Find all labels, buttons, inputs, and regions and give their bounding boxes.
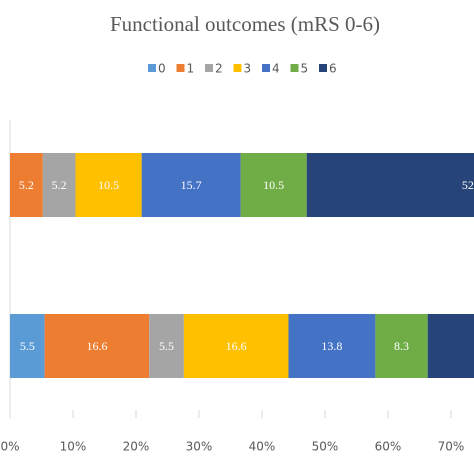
x-tick-label: 70%: [438, 440, 465, 454]
data-label: 13.8: [321, 339, 342, 353]
data-label: 5.5: [159, 339, 174, 353]
bar-segment: [288, 314, 376, 378]
chart-title: Functional outcomes (mRS 0-6): [110, 12, 380, 36]
legend-label: 5: [301, 62, 309, 76]
legend-swatch: [233, 64, 242, 72]
legend-swatch: [262, 64, 270, 72]
legend-swatch: [205, 64, 213, 72]
bar-segment: [10, 153, 43, 217]
bar-segment: [149, 314, 184, 378]
bar-segment: [75, 153, 142, 217]
x-tick-label: 50%: [312, 440, 339, 454]
x-tick-label: 10%: [60, 440, 87, 454]
bar-segment: [141, 153, 241, 217]
legend-label: 0: [158, 62, 166, 76]
legend-swatch: [176, 64, 185, 72]
bar-segment: [427, 314, 474, 378]
legend-label: 3: [244, 62, 252, 76]
bar-segment: [375, 314, 428, 378]
x-tick-label: 20%: [123, 440, 150, 454]
data-label: 10.5: [98, 178, 119, 192]
bar-segment: [240, 153, 307, 217]
data-label: 5.2: [52, 178, 67, 192]
data-label: 52.6: [462, 178, 474, 192]
data-label: 15.7: [181, 178, 202, 192]
x-tick-label: 0%: [0, 440, 19, 454]
x-tick-label: 60%: [375, 440, 402, 454]
bar-segment: [44, 314, 150, 378]
legend-label: 4: [272, 62, 280, 76]
bar-segment: [183, 314, 289, 378]
data-label: 5.2: [19, 178, 34, 192]
data-label: 16.6: [226, 339, 247, 353]
x-tick-label: 40%: [249, 440, 276, 454]
data-label: 5.5: [20, 339, 35, 353]
data-label: 8.3: [394, 339, 409, 353]
bar-segment: [42, 153, 76, 217]
bar-segment: [306, 153, 474, 217]
legend-label: 1: [187, 62, 195, 76]
legend-swatch: [148, 64, 156, 72]
data-label: 10.5: [263, 178, 284, 192]
data-label: 16.6: [86, 339, 107, 353]
legend-label: 6: [329, 62, 337, 76]
legend-label: 2: [215, 62, 223, 76]
legend-swatch: [319, 64, 327, 72]
legend-swatch: [290, 64, 299, 72]
bar-segment: [10, 314, 45, 378]
x-tick-label: 30%: [186, 440, 213, 454]
